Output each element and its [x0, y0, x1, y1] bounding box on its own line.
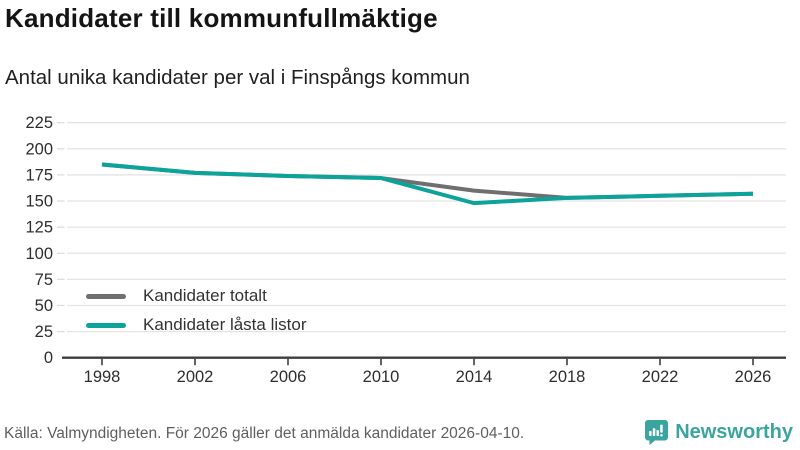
legend-item-lasta-listor: Kandidater låsta listor: [86, 314, 306, 336]
legend-swatch-gray: [86, 293, 126, 299]
series-line-lasta-listor: [101, 162, 754, 206]
x-tick-label: 2018: [549, 368, 586, 386]
y-tick-label: 125: [25, 219, 53, 237]
legend-swatch-teal: [86, 322, 126, 328]
newsworthy-wordmark: Newsworthy: [675, 421, 793, 443]
newsworthy-logo: Newsworthy: [644, 419, 793, 446]
y-tick-label: 175: [25, 166, 53, 184]
y-tick-label: 200: [25, 140, 53, 158]
y-tick-label: 25: [35, 323, 53, 341]
x-tick-label: 2026: [735, 368, 772, 386]
page-title: Kandidater till kommunfullmäktige: [5, 3, 438, 33]
chart-subtitle: Antal unika kandidater per val i Finspån…: [5, 66, 470, 89]
legend-label: Kandidater låsta listor: [143, 315, 307, 334]
y-tick-label: 0: [44, 349, 53, 367]
legend-label: Kandidater totalt: [143, 286, 267, 305]
y-tick-label: 50: [35, 297, 53, 315]
y-tick-label: 150: [25, 193, 53, 211]
chart-legend: Kandidater totalt Kandidater låsta listo…: [86, 285, 306, 336]
x-tick-label: 2006: [270, 368, 307, 386]
y-tick-label: 100: [25, 245, 53, 263]
x-tick-label: 1998: [84, 368, 121, 386]
chart-footer: Källa: Valmyndigheten. För 2026 gäller d…: [0, 416, 800, 450]
legend-item-totalt: Kandidater totalt: [86, 285, 306, 307]
x-tick-label: 2014: [456, 368, 493, 386]
x-tick-label: 2002: [177, 368, 214, 386]
x-tick-label: 2010: [363, 368, 400, 386]
source-note: Källa: Valmyndigheten. För 2026 gäller d…: [4, 425, 525, 442]
newsworthy-chart-bubble-icon: [645, 420, 669, 446]
series-line-totalt: [101, 162, 754, 200]
y-tick-label: 75: [35, 271, 53, 289]
x-tick-label: 2022: [642, 368, 679, 386]
y-tick-label: 225: [25, 114, 53, 132]
